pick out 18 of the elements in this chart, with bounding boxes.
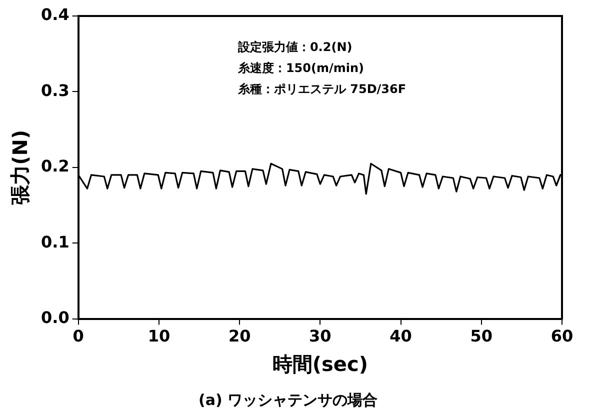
annotation: 設定張力値：0.2(N) (236, 40, 352, 54)
x-tick-label: 0 (72, 326, 84, 346)
x-tick-label: 30 (309, 326, 332, 346)
y-tick-label: 0.3 (41, 80, 70, 100)
text: (a) ワッシャテンサの場合 (198, 390, 378, 409)
y-tick-label: 0.1 (41, 232, 70, 252)
x-tick-label: 20 (228, 326, 251, 346)
annotation: 糸速度：150(m/min) (236, 61, 364, 76)
x-tick-label: 40 (390, 326, 412, 346)
x-tick-label: 60 (550, 326, 574, 346)
y-tick-label: 0.4 (41, 5, 70, 24)
x-tick-label: 10 (148, 326, 170, 346)
annotation: 糸種：ポリエステル 75D/36F (236, 82, 406, 96)
y-tick-label: 0.2 (41, 156, 70, 176)
y-tick-label: 0.0 (41, 308, 70, 327)
x-axis-title: 時間(sec) (272, 352, 368, 376)
y-axis-title: 張力(N) (8, 130, 32, 205)
x-tick-label: 50 (470, 326, 493, 346)
